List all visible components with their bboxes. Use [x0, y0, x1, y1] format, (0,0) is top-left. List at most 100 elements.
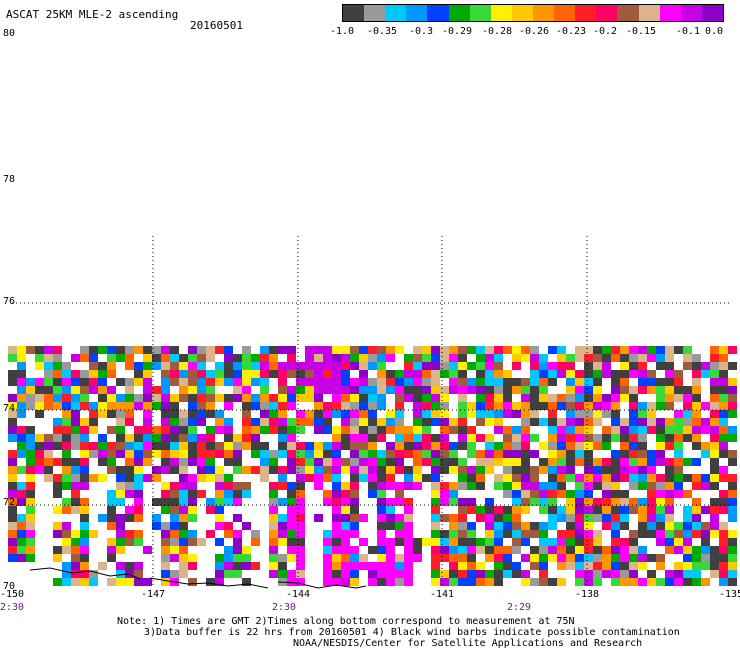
data-cell: [53, 554, 62, 562]
data-cell: [593, 530, 602, 538]
data-cell: [62, 402, 71, 410]
data-cell: [440, 394, 449, 402]
data-cell: [512, 418, 521, 426]
data-cell: [395, 346, 404, 354]
data-cell: [98, 346, 107, 354]
data-cell: [548, 434, 557, 442]
data-cell: [467, 450, 476, 458]
data-cell: [701, 466, 710, 474]
data-cell: [350, 482, 359, 490]
data-cell: [89, 578, 98, 586]
data-cell: [566, 498, 575, 506]
data-cell: [611, 482, 620, 490]
data-cell: [278, 498, 287, 506]
data-cell: [152, 354, 161, 362]
data-cell: [512, 570, 521, 578]
data-cell: [224, 458, 233, 466]
data-cell: [440, 450, 449, 458]
data-cell: [413, 418, 422, 426]
data-cell: [143, 450, 152, 458]
data-cell: [215, 418, 224, 426]
data-cell: [179, 458, 188, 466]
data-cell: [98, 434, 107, 442]
data-cell: [242, 354, 251, 362]
data-cell: [638, 514, 647, 522]
data-cell: [611, 530, 620, 538]
data-cell: [314, 410, 323, 418]
data-cell: [386, 346, 395, 354]
data-cell: [728, 362, 737, 370]
data-cell: [260, 410, 269, 418]
data-cell: [8, 482, 17, 490]
data-cell: [611, 442, 620, 450]
data-cell: [602, 370, 611, 378]
data-cell: [188, 530, 197, 538]
data-cell: [665, 370, 674, 378]
data-cell: [665, 418, 674, 426]
data-cell: [242, 394, 251, 402]
data-cell: [179, 402, 188, 410]
data-cell: [26, 530, 35, 538]
data-cell: [665, 546, 674, 554]
data-cell: [404, 570, 413, 578]
data-cell: [530, 474, 539, 482]
color-scale-label: -0.15: [625, 26, 657, 37]
data-cell: [656, 434, 665, 442]
data-cell: [539, 410, 548, 418]
data-cell: [44, 442, 53, 450]
data-cell: [539, 354, 548, 362]
data-cell: [107, 410, 116, 418]
data-cell: [125, 458, 134, 466]
data-cell: [287, 482, 296, 490]
data-cell: [179, 466, 188, 474]
data-cell: [161, 570, 170, 578]
data-cell: [440, 354, 449, 362]
data-cell: [593, 370, 602, 378]
data-cell: [80, 458, 89, 466]
data-cell: [503, 466, 512, 474]
data-cell: [296, 386, 305, 394]
data-cell: [710, 538, 719, 546]
data-cell: [584, 402, 593, 410]
data-cell: [170, 530, 179, 538]
data-cell: [305, 370, 314, 378]
data-cell: [152, 346, 161, 354]
data-cell: [125, 538, 134, 546]
data-cell: [53, 482, 62, 490]
data-cell: [485, 450, 494, 458]
data-cell: [665, 466, 674, 474]
data-cell: [359, 426, 368, 434]
data-cell: [341, 450, 350, 458]
data-cell: [692, 538, 701, 546]
data-cell: [242, 498, 251, 506]
data-cell: [449, 530, 458, 538]
data-cell: [647, 370, 656, 378]
data-cell: [107, 506, 116, 514]
data-cell: [170, 450, 179, 458]
data-cell: [710, 410, 719, 418]
data-cell: [179, 378, 188, 386]
data-cell: [692, 410, 701, 418]
data-cell: [17, 394, 26, 402]
data-cell: [476, 514, 485, 522]
data-cell: [269, 506, 278, 514]
data-cell: [296, 354, 305, 362]
data-cell: [377, 538, 386, 546]
data-cell: [557, 554, 566, 562]
data-cell: [8, 474, 17, 482]
data-cell: [584, 378, 593, 386]
data-cell: [188, 394, 197, 402]
data-cell: [701, 362, 710, 370]
data-cell: [179, 570, 188, 578]
data-cell: [386, 538, 395, 546]
data-cell: [107, 522, 116, 530]
data-cell: [98, 394, 107, 402]
data-cell: [233, 346, 242, 354]
data-cell: [548, 442, 557, 450]
data-cell: [611, 514, 620, 522]
data-cell: [134, 506, 143, 514]
data-cell: [377, 578, 386, 586]
data-cell: [485, 570, 494, 578]
data-cell: [206, 442, 215, 450]
data-cell: [503, 362, 512, 370]
